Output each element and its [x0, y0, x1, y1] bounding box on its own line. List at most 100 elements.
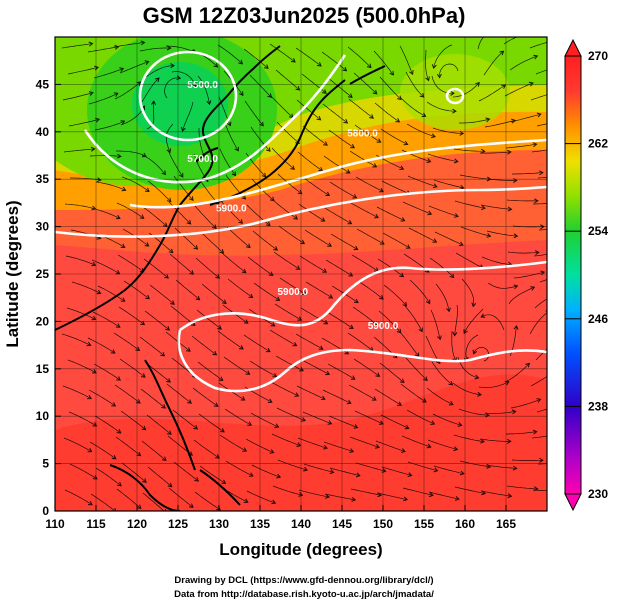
- streamline-arrow: [347, 219, 353, 225]
- streamline: [325, 259, 353, 277]
- streamline: [297, 437, 328, 449]
- contour-label: 5900.0: [216, 203, 247, 214]
- streamline: [145, 65, 175, 78]
- x-tick-label: 150: [373, 517, 393, 531]
- streamline-arrow: [161, 170, 167, 176]
- streamline: [406, 123, 436, 138]
- x-tick-label: 155: [414, 517, 434, 531]
- streamline-arrow: [186, 219, 192, 225]
- streamline-arrow: [187, 399, 192, 404]
- streamline-arrow: [302, 290, 307, 295]
- streamline-arrow: [327, 420, 333, 425]
- streamline-arrow: [220, 427, 225, 433]
- streamline-arrow: [111, 454, 117, 460]
- streamline-arrow: [407, 472, 413, 477]
- streamline-arrow: [348, 324, 354, 330]
- streamline: [191, 335, 217, 356]
- streamline-arrow: [241, 194, 247, 200]
- streamline: [94, 415, 121, 434]
- streamline-arrow: [471, 302, 477, 308]
- streamline: [302, 125, 328, 146]
- streamline: [140, 388, 166, 409]
- x-tick-label: 110: [45, 517, 65, 531]
- streamline: [168, 487, 194, 508]
- streamline: [508, 286, 535, 305]
- streamline: [147, 466, 172, 487]
- streamline: [246, 204, 271, 226]
- streamline-arrow: [192, 82, 198, 88]
- streamline: [278, 225, 305, 244]
- streamline: [481, 314, 505, 331]
- streamline-arrow: [296, 442, 302, 447]
- streamline: [533, 254, 547, 257]
- streamline-arrow: [87, 447, 93, 453]
- streamline: [381, 466, 412, 476]
- streamline-arrow: [238, 219, 243, 224]
- streamline-arrow: [425, 76, 430, 82]
- colorbar-tick-label: 270: [588, 49, 608, 63]
- streamline-arrow: [140, 320, 146, 326]
- streamline-arrow: [87, 394, 92, 400]
- colorbar-top-arrow: [564, 38, 582, 57]
- streamline-arrow: [140, 373, 146, 378]
- streamline-arrow: [166, 148, 172, 154]
- streamline-arrow: [114, 44, 120, 50]
- streamline-arrow: [389, 70, 394, 76]
- streamline: [275, 355, 304, 372]
- streamline: [251, 464, 281, 478]
- streamline: [355, 176, 384, 192]
- streamline-arrow: [506, 438, 512, 444]
- streamline-arrow: [426, 443, 432, 449]
- streamline-arrow: [151, 100, 157, 106]
- streamline: [198, 413, 225, 433]
- streamline-arrow: [528, 31, 532, 35]
- streamline: [277, 459, 308, 471]
- streamline: [89, 441, 116, 460]
- streamline-arrow: [217, 325, 222, 330]
- streamline-arrow: [121, 186, 127, 192]
- streamline-arrow: [430, 133, 436, 139]
- streamline-arrow: [120, 297, 126, 302]
- streamline-arrow: [290, 58, 296, 63]
- streamline-arrow: [474, 374, 480, 380]
- streamline-arrow: [119, 67, 125, 73]
- streamline-arrow: [271, 499, 277, 505]
- streamline: [119, 61, 149, 74]
- streamline: [173, 175, 194, 201]
- streamline: [68, 411, 97, 427]
- contour-label: 5900.0: [278, 287, 309, 298]
- streamline: [481, 256, 512, 265]
- streamline: [401, 435, 431, 448]
- streamline: [428, 491, 459, 500]
- streamline-arrow: [446, 307, 451, 313]
- streamline-arrow: [164, 274, 169, 279]
- streamline-arrow: [92, 422, 98, 427]
- streamline: [274, 303, 302, 321]
- streamline: [404, 305, 423, 332]
- streamline-arrow: [559, 432, 563, 436]
- streamline: [116, 202, 144, 219]
- streamline-arrow: [405, 244, 411, 249]
- streamline: [348, 98, 374, 119]
- streamline: [459, 118, 490, 124]
- streamline-arrow: [320, 217, 326, 222]
- streamline: [66, 307, 96, 320]
- streamline-arrow: [141, 425, 147, 431]
- streamline: [68, 118, 100, 127]
- streamline-arrow: [352, 194, 358, 199]
- streamline-arrow: [449, 273, 455, 279]
- streamline-arrow: [212, 350, 218, 356]
- y-tick-label: 35: [36, 172, 50, 186]
- streamline-arrow: [513, 325, 519, 330]
- streamline-arrow: [193, 425, 199, 430]
- streamline: [223, 356, 250, 375]
- streamline-arrow: [506, 149, 512, 155]
- streamline-arrow: [116, 376, 121, 381]
- colorbar: 230 238 246 254 262 270: [564, 38, 608, 512]
- streamline: [536, 408, 547, 413]
- streamline-arrow: [96, 177, 102, 183]
- streamline-arrow: [135, 399, 141, 404]
- streamline: [507, 251, 539, 254]
- streamline: [348, 384, 377, 401]
- streamline: [88, 92, 118, 105]
